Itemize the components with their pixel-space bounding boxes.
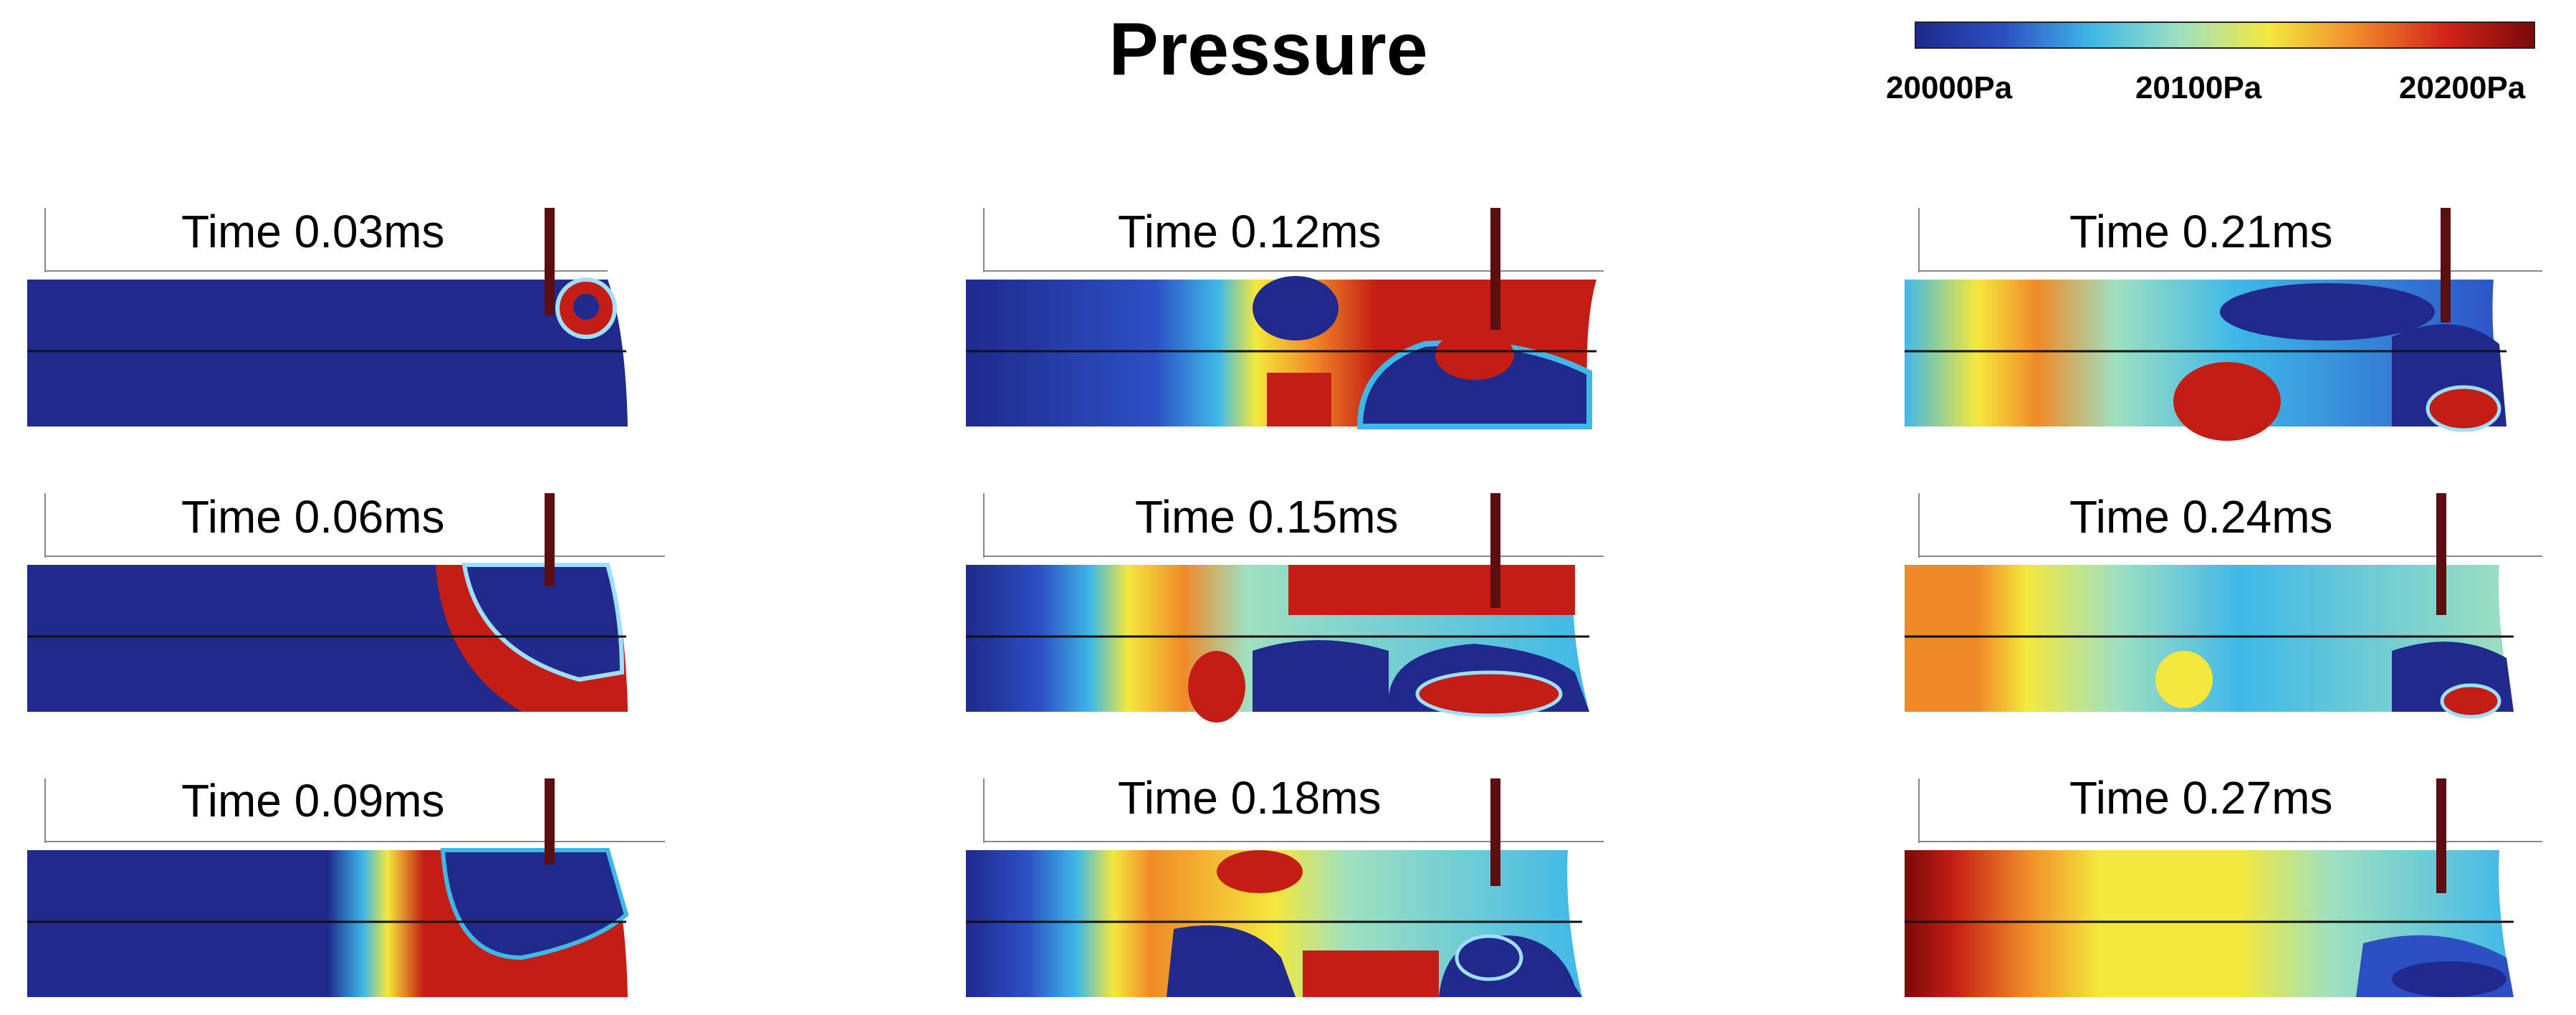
panel-time-label: Time 0.03ms bbox=[181, 206, 445, 257]
panel-time-label: Time 0.24ms bbox=[2069, 491, 2333, 543]
pressure-field-t015 bbox=[966, 493, 1604, 723]
panel-t024: Time 0.24ms bbox=[1897, 486, 2542, 730]
panel-time-label: Time 0.18ms bbox=[1118, 772, 1382, 824]
pressure-field-t009 bbox=[27, 778, 665, 997]
pressure-field-t021 bbox=[1905, 208, 2542, 441]
pressure-field-t018 bbox=[966, 778, 1604, 997]
pressure-field-t012 bbox=[966, 208, 1604, 429]
panel-t021: Time 0.21ms bbox=[1897, 201, 2542, 444]
panel-time-label: Time 0.12ms bbox=[1118, 206, 1382, 257]
panel-t027: Time 0.27ms bbox=[1897, 771, 2542, 1015]
panel-time-label: Time 0.15ms bbox=[1135, 491, 1399, 543]
colorbar-tick-mid: 20100Pa bbox=[2135, 70, 2262, 105]
panel-t012: Time 0.12ms bbox=[959, 201, 1604, 444]
panel-time-label: Time 0.21ms bbox=[2069, 206, 2333, 257]
panel-t003: Time 0.03ms bbox=[20, 201, 665, 444]
colorbar-tick-min: 20000Pa bbox=[1886, 70, 2013, 105]
panel-t009: Time 0.09ms bbox=[20, 771, 665, 1015]
pressure-field-t003 bbox=[27, 208, 628, 427]
pressure-field-t006 bbox=[27, 493, 665, 712]
panel-time-label: Time 0.27ms bbox=[2069, 772, 2333, 824]
colorbar bbox=[1915, 22, 2535, 49]
colorbar-tick-max: 20200Pa bbox=[2399, 70, 2526, 105]
panel-time-label: Time 0.06ms bbox=[181, 491, 445, 543]
panel-t018: Time 0.18ms bbox=[959, 771, 1604, 1015]
panel-time-label: Time 0.09ms bbox=[181, 775, 445, 826]
figure-title: Pressure bbox=[1109, 8, 1428, 91]
panel-t006: Time 0.06ms bbox=[20, 486, 665, 730]
pressure-field-t027 bbox=[1905, 778, 2542, 997]
pressure-field-t024 bbox=[1905, 493, 2542, 719]
panel-t015: Time 0.15ms bbox=[959, 486, 1604, 730]
